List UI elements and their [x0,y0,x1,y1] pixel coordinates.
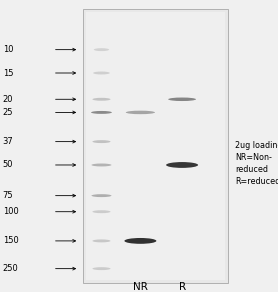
Ellipse shape [91,194,111,197]
Text: 250: 250 [3,264,19,273]
Text: 50: 50 [3,161,13,169]
Ellipse shape [92,210,111,213]
Text: NR: NR [133,282,148,292]
Text: 150: 150 [3,237,19,245]
Ellipse shape [93,72,110,74]
Ellipse shape [126,111,155,114]
Text: 15: 15 [3,69,13,77]
Text: 37: 37 [3,137,14,146]
Ellipse shape [92,98,111,101]
Ellipse shape [92,239,111,242]
Text: 2ug loading
NR=Non-
reduced
R=reduced: 2ug loading NR=Non- reduced R=reduced [235,141,278,186]
Ellipse shape [94,48,109,51]
Ellipse shape [168,98,196,101]
Text: 25: 25 [3,108,13,117]
Text: 75: 75 [3,191,13,200]
Ellipse shape [166,162,198,168]
Ellipse shape [125,238,157,244]
Text: R: R [178,282,186,292]
Ellipse shape [92,140,111,143]
Bar [83,9,228,283]
Text: 20: 20 [3,95,13,104]
Bar [86,12,225,280]
Ellipse shape [92,267,111,270]
Text: 100: 100 [3,207,19,216]
Text: 10: 10 [3,45,13,54]
Ellipse shape [91,164,111,166]
Ellipse shape [91,111,112,114]
